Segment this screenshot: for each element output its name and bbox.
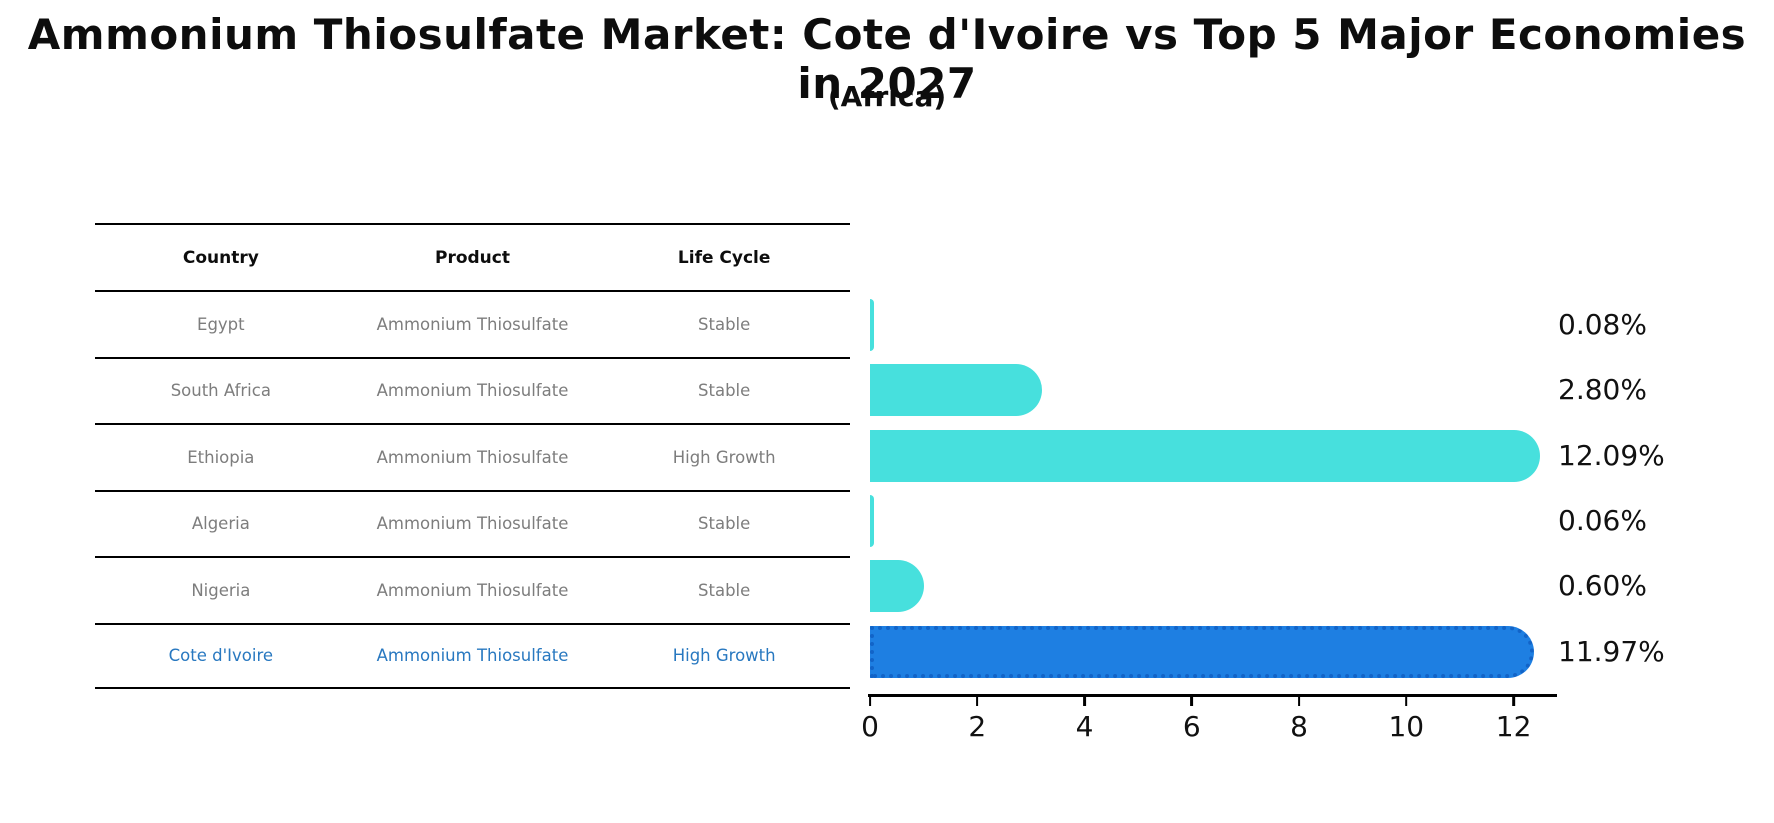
- x-tick-label: 10: [1388, 710, 1425, 743]
- x-tick-mark: [1297, 696, 1301, 706]
- x-tick-mark: [1083, 696, 1086, 706]
- bar-row-cote-divoire: 11.97%: [870, 625, 1770, 678]
- x-tick-10: 10: [1388, 696, 1424, 743]
- table-row-cote-divoire: Cote d'Ivoire Ammonium Thiosulfate High …: [95, 622, 850, 689]
- cell-product: Ammonium Thiosulfate: [376, 514, 569, 534]
- x-tick-6: 6: [1183, 696, 1201, 743]
- value-label-cote-divoire: 11.97%: [1558, 634, 1665, 668]
- bar-row-ethiopia: 12.09%: [870, 429, 1770, 482]
- x-tick-12: 12: [1495, 696, 1532, 743]
- cell-country: Ethiopia: [187, 447, 255, 467]
- cell-product: Ammonium Thiosulfate: [376, 447, 569, 467]
- column-header-country: Country: [182, 247, 259, 268]
- value-label-egypt: 0.08%: [1558, 308, 1647, 341]
- bar-south-africa: [870, 364, 1043, 417]
- x-tick-label: 2: [968, 710, 987, 743]
- x-tick-label: 0: [861, 710, 879, 743]
- cell-product: Ammonium Thiosulfate: [376, 314, 569, 334]
- cell-life-cycle: Stable: [698, 580, 751, 600]
- bar-row-nigeria: 0.60%: [870, 560, 1770, 613]
- x-tick-mark: [1512, 696, 1515, 706]
- bar-egypt: [870, 299, 875, 351]
- x-tick-label: 4: [1075, 710, 1094, 743]
- x-tick-8: 8: [1290, 696, 1308, 743]
- x-tick-label: 8: [1290, 710, 1308, 743]
- x-axis-line: [868, 694, 1557, 697]
- cell-life-cycle: High Growth: [672, 646, 776, 666]
- value-label-ethiopia: 12.09%: [1558, 438, 1665, 472]
- cell-product: Ammonium Thiosulfate: [376, 646, 569, 666]
- cell-country: South Africa: [170, 381, 271, 401]
- cell-life-cycle: Stable: [698, 381, 751, 401]
- bar-nigeria: [870, 560, 925, 613]
- table-row-egypt: Egypt Ammonium Thiosulfate Stable: [95, 290, 850, 357]
- cell-life-cycle: Stable: [698, 314, 751, 334]
- cell-country: Algeria: [191, 514, 250, 534]
- country-table: Country Product Life Cycle Egypt Ammoniu…: [95, 223, 850, 689]
- x-tick-label: 6: [1182, 710, 1201, 743]
- column-header-life-cycle: Life Cycle: [677, 247, 771, 268]
- x-tick-mark: [976, 696, 979, 706]
- cell-product: Ammonium Thiosulfate: [376, 381, 569, 401]
- table-row-nigeria: Nigeria Ammonium Thiosulfate Stable: [95, 556, 850, 623]
- bar-cote-divoire-highlighted: [870, 625, 1534, 678]
- x-tick-mark: [868, 696, 872, 706]
- value-label-south-africa: 2.80%: [1558, 373, 1647, 407]
- bar-row-south-africa: 2.80%: [870, 364, 1770, 417]
- table-row-ethiopia: Ethiopia Ammonium Thiosulfate High Growt…: [95, 423, 850, 490]
- chart-title: Ammonium Thiosulfate Market: Cote d'Ivoi…: [27, 10, 1747, 108]
- cell-product: Ammonium Thiosulfate: [376, 580, 569, 600]
- table-row-south-africa: South Africa Ammonium Thiosulfate Stable: [95, 356, 850, 424]
- value-label-algeria: 0.06%: [1558, 503, 1647, 537]
- bar-plot: 0.08% 2.80% 12.09% 0.06% 0.60% 11.97%: [870, 299, 1770, 699]
- table-header-row: Country Product Life Cycle: [95, 223, 850, 290]
- cell-life-cycle: High Growth: [672, 447, 776, 467]
- x-tick-mark: [1190, 696, 1194, 706]
- cell-country: Cote d'Ivoire: [168, 646, 274, 666]
- bar-ethiopia: [870, 429, 1541, 482]
- bar-algeria: [870, 494, 874, 547]
- chart-subtitle: (Africa): [827, 80, 947, 113]
- table-row-algeria: Algeria Ammonium Thiosulfate Stable: [95, 489, 850, 557]
- value-label-nigeria: 0.60%: [1558, 569, 1647, 603]
- cell-country: Egypt: [197, 314, 245, 334]
- x-tick-mark: [1405, 696, 1408, 706]
- cell-life-cycle: Stable: [698, 514, 751, 534]
- bar-row-algeria: 0.06%: [870, 494, 1770, 547]
- column-header-product: Product: [434, 247, 510, 268]
- x-tick-0: 0: [861, 696, 879, 743]
- x-axis: 0 2 4 6 8 10 12: [861, 696, 1559, 756]
- cell-country: Nigeria: [191, 580, 251, 600]
- x-tick-label: 12: [1495, 710, 1532, 743]
- bar-row-egypt: 0.08%: [870, 299, 1770, 351]
- x-tick-4: 4: [1075, 696, 1094, 743]
- x-tick-2: 2: [968, 696, 986, 743]
